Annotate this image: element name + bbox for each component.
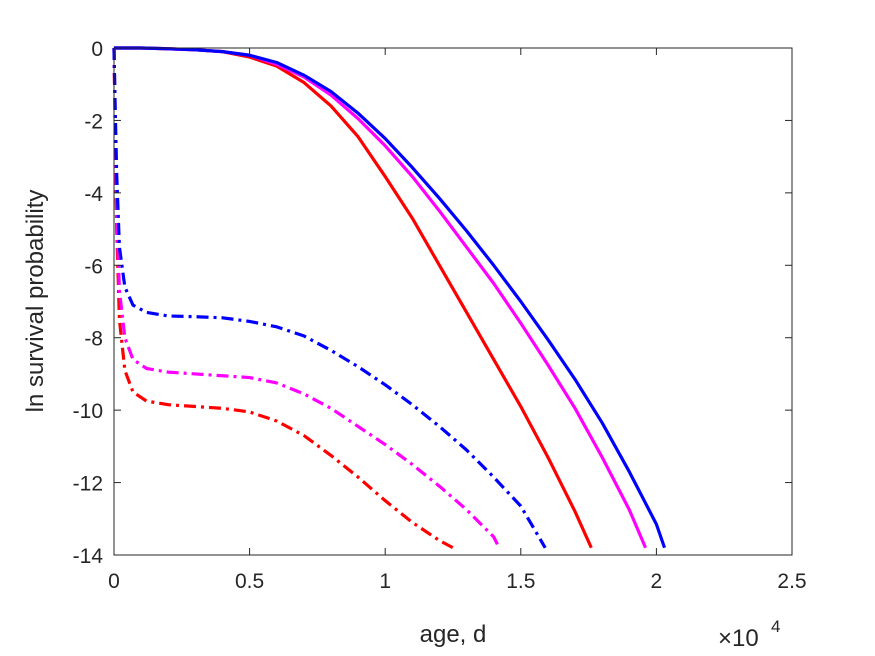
x-tick-label: 0.5 [235, 570, 264, 593]
y-tick-label: -6 [84, 255, 103, 278]
x-ticks: 0 0.5 1 1.5 2 2.5 [108, 48, 807, 593]
y-ticks: 0 -2 -4 -6 -8 -10 -12 -14 [73, 38, 792, 568]
plot-area [114, 48, 792, 555]
series-layer [112, 46, 667, 550]
axes-layer [113, 47, 793, 556]
x-tick-label: 2.5 [777, 570, 806, 593]
axes-box [113, 47, 793, 556]
y-tick-label: -2 [84, 110, 103, 133]
series-line-5 [112, 47, 547, 549]
series-line-3 [112, 47, 454, 550]
x-axis-label: age, d [420, 621, 487, 648]
series-line-2 [114, 46, 667, 549]
y-axis-label: ln survival probability [22, 190, 49, 413]
y-tick-label: -10 [73, 400, 103, 423]
x-tick-label: 1 [379, 570, 391, 593]
y-tick-label: -12 [73, 473, 103, 496]
y-tick-label: -4 [84, 183, 103, 206]
x-exponent-power: 4 [771, 617, 780, 636]
x-tick-label: 1.5 [506, 570, 535, 593]
series-line-4 [112, 47, 501, 549]
y-tick-label: -14 [73, 545, 104, 568]
x-tick-label: 2 [651, 570, 663, 593]
y-tick-label: -8 [84, 328, 103, 351]
x-tick-label: 0 [108, 570, 120, 593]
x-exponent-base: ×10 [718, 625, 759, 652]
y-tick-label: 0 [91, 38, 103, 61]
